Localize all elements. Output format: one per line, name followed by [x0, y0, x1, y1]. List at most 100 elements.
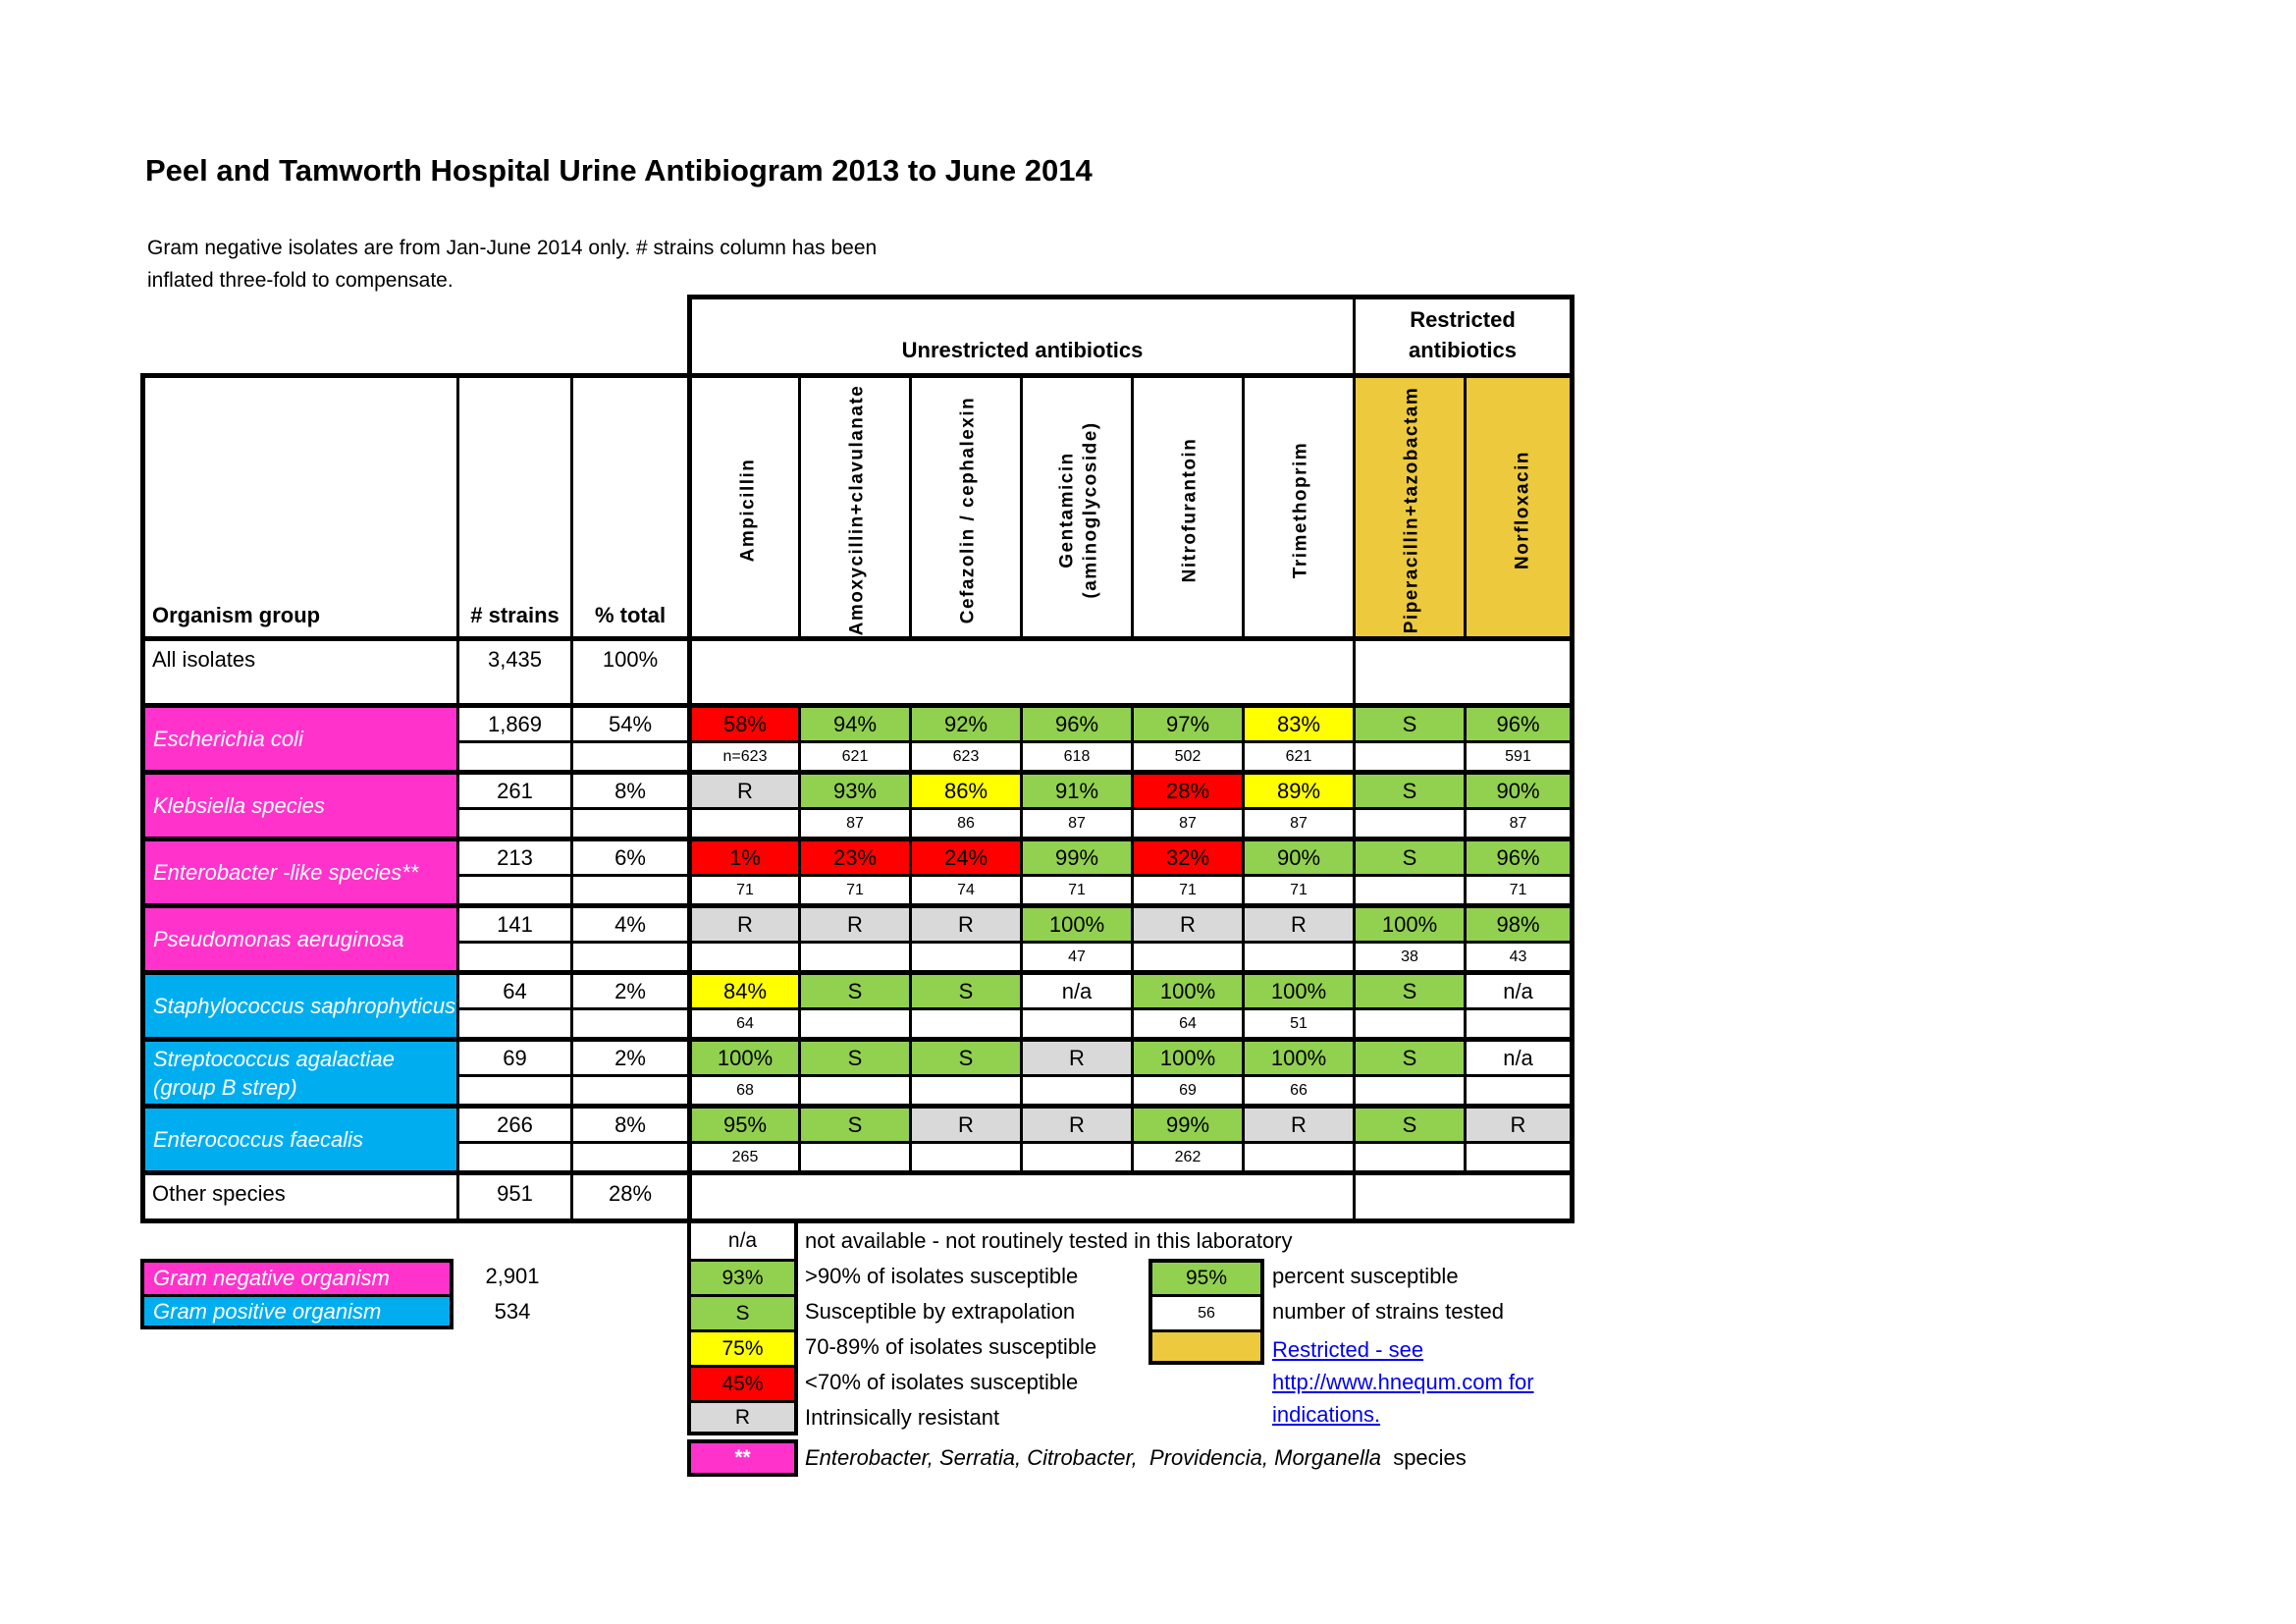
organism-cell: Enterobacter -like species**	[140, 837, 456, 903]
susceptibility-cell: 86%	[909, 770, 1020, 807]
n-tested-cell	[1020, 1007, 1131, 1037]
susceptibility-cell: 32%	[1131, 837, 1242, 874]
total-sub-cell	[570, 1074, 687, 1104]
susceptibility-cell: 99%	[1131, 1104, 1242, 1141]
gram-total-box-positive: Gram positive organism	[140, 1294, 454, 1329]
legend-key-box-na: n/a	[687, 1223, 798, 1259]
legend-footnote-genera: Enterobacter, Serratia, Citrobacter, Pro…	[805, 1445, 1381, 1470]
antibiotic-header-label: Norfloxacin	[1511, 450, 1532, 569]
susceptibility-cell: n/a	[1464, 1037, 1575, 1074]
susceptibility-cell: 100%	[1131, 1037, 1242, 1074]
strains-sub-cell	[456, 807, 570, 837]
empty-susceptibility-span	[687, 636, 1353, 703]
antibiotic-header-nitrofurantoin: Nitrofurantoin	[1131, 373, 1242, 636]
empty-susceptibility-span	[687, 1170, 1353, 1223]
susceptibility-cell: R	[687, 903, 798, 941]
susceptibility-cell: 84%	[687, 970, 798, 1007]
n-tested-cell: 87	[1020, 807, 1131, 837]
legend-sample-box-95: 95%	[1148, 1259, 1264, 1294]
total-sub-cell	[570, 740, 687, 770]
susceptibility-cell: S	[1353, 1104, 1464, 1141]
group-header-unrestricted: Unrestricted antibiotics	[687, 295, 1353, 373]
susceptibility-cell: 83%	[1242, 703, 1353, 740]
antibiotic-header-label: Piperacillin+tazobactam	[1400, 386, 1421, 633]
n-tested-cell: 71	[1131, 874, 1242, 903]
n-tested-cell: 47	[1020, 941, 1131, 970]
strains-cell: 69	[456, 1037, 570, 1074]
total-sub-cell	[570, 941, 687, 970]
susceptibility-cell: S	[1353, 770, 1464, 807]
n-tested-cell: 71	[1020, 874, 1131, 903]
susceptibility-cell: 99%	[1020, 837, 1131, 874]
antibiotic-header-amoxycillin-clavulanate: Amoxycillin+clavulanate	[798, 373, 909, 636]
susceptibility-cell: 96%	[1464, 837, 1575, 874]
total-sub-cell	[570, 1007, 687, 1037]
legend-key-box-75: 75%	[687, 1329, 798, 1365]
organism-cell: Escherichia coli	[140, 703, 456, 770]
organism-cell: Other species	[140, 1170, 456, 1223]
antibiotic-header-trimethoprim: Trimethoprim	[1242, 373, 1353, 636]
strains-cell: 3,435	[456, 636, 570, 703]
strains-sub-cell	[456, 1141, 570, 1170]
n-tested-cell	[798, 941, 909, 970]
n-tested-cell: 64	[687, 1007, 798, 1037]
susceptibility-cell: 100%	[1131, 970, 1242, 1007]
legend-key-box-93: 93%	[687, 1259, 798, 1294]
total-sub-cell	[570, 807, 687, 837]
total-sub-cell	[570, 874, 687, 903]
n-tested-cell	[1242, 1141, 1353, 1170]
susceptibility-cell: 100%	[1242, 1037, 1353, 1074]
n-tested-cell: 87	[1464, 807, 1575, 837]
legend-key-text: <70% of isolates susceptible	[805, 1370, 1079, 1394]
legend-key-box-45: 45%	[687, 1365, 798, 1400]
strains-cell: 951	[456, 1170, 570, 1223]
restricted-indications-link-line-2[interactable]: http://www.hnequm.com for	[1272, 1370, 1534, 1394]
n-tested-cell: 623	[909, 740, 1020, 770]
susceptibility-cell: R	[1020, 1104, 1131, 1141]
n-tested-cell: 43	[1464, 941, 1575, 970]
antibiotic-header-gentamicin-aminoglycoside: Gentamicin (aminoglycoside)	[1020, 373, 1131, 636]
susceptibility-cell: 92%	[909, 703, 1020, 740]
susceptibility-cell: 96%	[1020, 703, 1131, 740]
susceptibility-cell: S	[798, 970, 909, 1007]
strains-cell: 213	[456, 837, 570, 874]
n-tested-cell	[909, 941, 1020, 970]
strains-sub-cell	[456, 740, 570, 770]
susceptibility-cell: S	[909, 970, 1020, 1007]
n-tested-cell	[1020, 1074, 1131, 1104]
susceptibility-cell: 100%	[687, 1037, 798, 1074]
n-tested-cell: 51	[1242, 1007, 1353, 1037]
antibiotic-header-label: Amoxycillin+clavulanate	[845, 384, 867, 635]
n-tested-cell	[798, 1074, 909, 1104]
susceptibility-cell: 24%	[909, 837, 1020, 874]
total-cell: 8%	[570, 1104, 687, 1141]
n-tested-cell: 66	[1242, 1074, 1353, 1104]
susceptibility-cell: 93%	[798, 770, 909, 807]
page-note-line-2: inflated three-fold to compensate.	[147, 269, 454, 292]
n-tested-cell: 38	[1353, 941, 1464, 970]
susceptibility-cell: n/a	[1464, 970, 1575, 1007]
organism-cell: Streptococcus agalactiae (group B strep)	[140, 1037, 456, 1104]
restricted-indications-link-line-3[interactable]: indications.	[1272, 1402, 1381, 1427]
gram-total-value: 2,901	[485, 1264, 540, 1288]
legend-key-text: not available - not routinely tested in …	[805, 1228, 1293, 1253]
page-note-line-1: Gram negative isolates are from Jan-June…	[147, 237, 878, 259]
susceptibility-cell: 28%	[1131, 770, 1242, 807]
total-sub-cell	[570, 1141, 687, 1170]
susceptibility-cell: 96%	[1464, 703, 1575, 740]
antibiotic-header-label: Nitrofurantoin	[1178, 437, 1200, 582]
legend-key-text: 70-89% of isolates susceptible	[805, 1334, 1097, 1359]
restricted-indications-link-line-1[interactable]: Restricted - see	[1272, 1337, 1424, 1362]
organism-cell: Pseudomonas aeruginosa	[140, 903, 456, 970]
legend-footnote-suffix: species	[1380, 1445, 1467, 1470]
legend-key-text: Intrinsically resistant	[805, 1405, 1000, 1430]
antibiotic-header-label: Trimethoprim	[1289, 441, 1310, 578]
susceptibility-cell: 100%	[1353, 903, 1464, 941]
susceptibility-cell: 100%	[1242, 970, 1353, 1007]
total-cell: 2%	[570, 970, 687, 1007]
legend-sample-text: percent susceptible	[1272, 1264, 1459, 1288]
susceptibility-cell: S	[909, 1037, 1020, 1074]
page-title: Peel and Tamworth Hospital Urine Antibio…	[145, 153, 1093, 188]
strains-sub-cell	[456, 874, 570, 903]
